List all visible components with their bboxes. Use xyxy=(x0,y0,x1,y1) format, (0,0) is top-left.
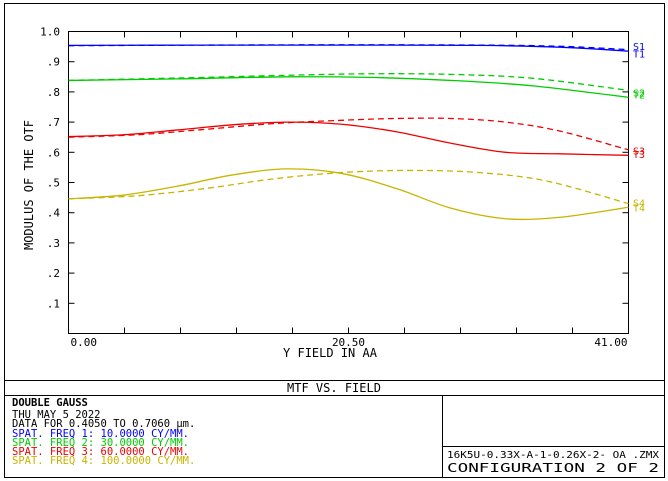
lens-name: DOUBLE GAUSS xyxy=(12,397,88,409)
y-tick-label: 1.0 xyxy=(40,26,60,39)
y-tick-label: .1 xyxy=(47,297,60,310)
series-label-t1: T1 xyxy=(633,50,645,61)
x-tick-label: 0.00 xyxy=(71,336,98,349)
frequency-item: SPAT. FREQ 4: 100.0000 CY/MM. xyxy=(12,455,195,467)
series-line-s2 xyxy=(68,76,629,98)
x-ticks: 0.00 20.50 41.00 xyxy=(68,31,629,349)
series-line-s1 xyxy=(68,44,629,52)
y-axis-label: MODULUS OF THE OTF xyxy=(22,120,36,250)
series-label-t4: T4 xyxy=(633,204,645,215)
y-tick-label: .5 xyxy=(47,177,60,190)
x-tick-label: 20.50 xyxy=(332,336,365,349)
series-label-s4: S4 xyxy=(633,198,645,209)
series-line-s3 xyxy=(68,121,629,156)
y-tick-label: .8 xyxy=(47,86,60,99)
data-range-text: DATA FOR 0.4050 TO 0.7060 μm. xyxy=(12,418,195,430)
y-tick-label: .9 xyxy=(47,56,60,69)
series-label-s2: S2 xyxy=(633,88,645,99)
footer-title: MTF VS. FIELD xyxy=(287,381,381,395)
frequency-list: SPAT. FREQ 1: 10.0000 CY/MM.SPAT. FREQ 2… xyxy=(12,428,195,467)
series-line-t2 xyxy=(68,73,629,92)
y-ticks: 1.0 .9 .8 .7 .6 .5 .4 .3 .2 .1 xyxy=(40,26,629,310)
date-text: THU MAY 5 2022 xyxy=(12,409,101,421)
y-tick-label: .6 xyxy=(47,146,60,159)
series-line-t1 xyxy=(68,44,629,51)
outer-frame xyxy=(4,3,665,478)
x-tick-label: 41.00 xyxy=(594,336,627,349)
series-label-t2: T2 xyxy=(633,90,645,101)
frequency-item: SPAT. FREQ 2: 30.0000 CY/MM. xyxy=(12,437,189,449)
series-line-t4 xyxy=(68,169,629,205)
configuration-text: CONFIGURATION 2 OF 2 xyxy=(447,460,659,475)
y-tick-label: .4 xyxy=(47,207,61,220)
series-label-s1: S1 xyxy=(633,42,645,53)
series-label-t3: T3 xyxy=(633,150,645,161)
y-tick-label: .3 xyxy=(47,237,60,250)
frequency-item: SPAT. FREQ 3: 60.0000 CY/MM. xyxy=(12,446,189,458)
x-axis-label: Y FIELD IN AA xyxy=(283,346,378,360)
series-label-s3: S3 xyxy=(633,146,645,157)
y-tick-label: .7 xyxy=(47,116,60,129)
series-layer xyxy=(68,44,629,221)
frequency-item: SPAT. FREQ 1: 10.0000 CY/MM. xyxy=(12,428,189,440)
y-tick-label: .2 xyxy=(47,267,60,280)
series-line-s4 xyxy=(68,168,629,221)
file-name: 16K5U-0.33X-A-1-0.26X-2- OA .ZMX xyxy=(447,450,659,461)
series-line-t3 xyxy=(68,117,629,151)
